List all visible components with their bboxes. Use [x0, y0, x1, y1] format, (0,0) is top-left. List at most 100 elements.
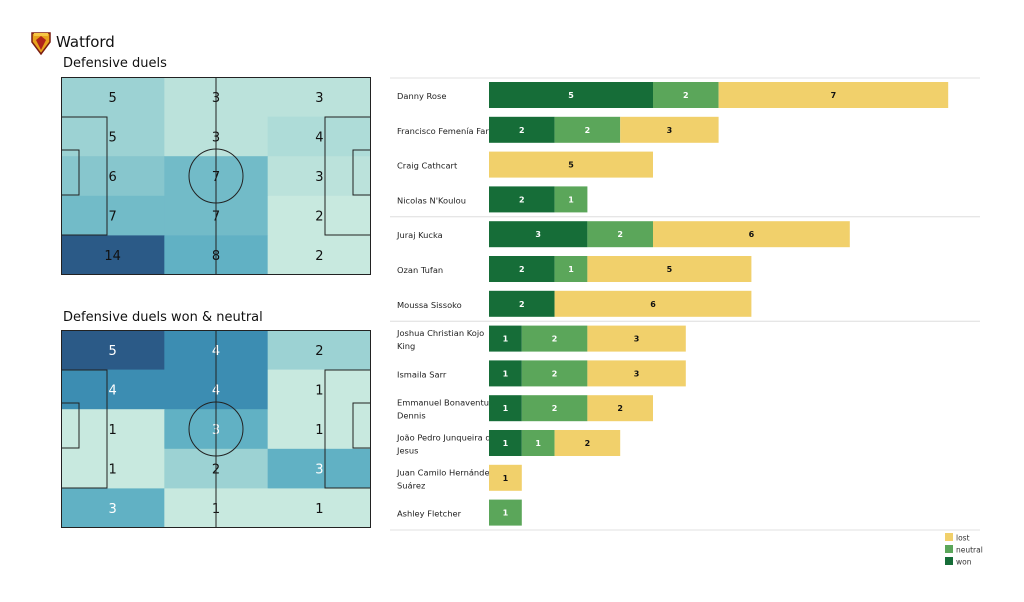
legend-swatch-neutral: [945, 545, 953, 553]
bar-segment-lost: [587, 325, 686, 352]
heatmap-cell: [61, 156, 165, 197]
bar-segment-won: [489, 186, 555, 213]
bar-segment-won: [489, 360, 522, 387]
bar-value-label: 2: [617, 230, 623, 239]
heatmap-cell-value: 1: [315, 383, 323, 398]
heatmap-duels-won-neutral: 5 4 24 4 11 3 11 2 33 1 1: [61, 330, 371, 528]
bar-value-label: 6: [749, 230, 755, 239]
bar-value-label: 1: [503, 474, 509, 483]
bar-value-label: 2: [683, 91, 689, 100]
bar-value-label: 3: [634, 369, 640, 378]
bar-segment-lost: [718, 82, 949, 108]
heatmap-cell-value: 3: [315, 170, 323, 185]
center-circle: [188, 401, 244, 457]
bar-segment-won: [489, 395, 522, 422]
heatmap-cell: [267, 330, 371, 371]
legend-swatch-won: [945, 557, 953, 565]
bar-value-label: 1: [503, 439, 509, 448]
watford-crest-logo: [31, 32, 51, 56]
legend-swatch-lost: [945, 533, 953, 541]
bar-segment-neutral: [554, 116, 621, 143]
bar-value-label: 2: [585, 439, 591, 448]
heatmap-cell-value: 4: [315, 130, 323, 145]
bar-segment-won: [489, 290, 555, 317]
bar-value-label: 1: [568, 195, 574, 204]
player-name-label: Nicolas N'Koulou: [397, 195, 466, 205]
bar-segment-won: [489, 221, 588, 248]
player-name-label: Craig Cathcart: [397, 161, 458, 171]
heatmap-cell: [267, 448, 371, 489]
player-name-line: Nicolas N'Koulou: [397, 195, 466, 205]
left-penalty-box: [61, 369, 108, 489]
player-name-label: Emmanuel Bonaventure Dennis: [397, 398, 497, 421]
player-name-line: João Pedro Junqueira de: [396, 433, 496, 443]
bar-value-label: 1: [568, 265, 574, 274]
bar-value-label: 2: [585, 126, 591, 135]
heatmap-cell-value: 1: [109, 463, 117, 478]
heatmap-cell: [61, 77, 165, 118]
heatmap-cell: [267, 235, 371, 275]
bar-segment-won: [489, 116, 555, 143]
heatmap-cell-value: 3: [315, 91, 323, 106]
heatmap-cell: [267, 488, 371, 528]
heatmap-cell: [61, 488, 165, 528]
player-name-line: Ismaila Sarr: [397, 369, 447, 379]
heatmap-cell-value: 1: [315, 423, 323, 438]
heatmap-cell: [61, 235, 165, 275]
bar-segment-neutral: [521, 395, 588, 422]
legend-label-lost: lost: [956, 534, 970, 543]
heatmap-cell-value: 3: [109, 502, 117, 517]
heatmap-cell: [267, 77, 371, 118]
bar-value-label: 1: [503, 509, 509, 518]
bar-segment-lost: [587, 360, 686, 387]
bar-value-label: 2: [519, 195, 525, 204]
player-name-line: Francisco Femenía Far: [397, 126, 489, 136]
player-name-label: Moussa Sissoko: [397, 300, 462, 310]
bar-value-label: 3: [535, 230, 541, 239]
bar-segment-neutral: [521, 360, 588, 387]
heatmap-cell-value: 5: [109, 91, 117, 106]
heatmap-cell-value: 4: [109, 383, 117, 398]
bar-value-label: 1: [503, 404, 509, 413]
bar-segment-won: [489, 82, 653, 108]
heatmap-cell-value: 5: [109, 344, 117, 359]
bar-value-label: 5: [568, 91, 574, 100]
bar-segment-neutral: [653, 82, 719, 108]
player-name-line: King: [397, 341, 415, 351]
legend-label-neutral: neutral: [956, 546, 983, 555]
bar-segment-lost: [620, 116, 719, 143]
center-circle: [188, 148, 244, 204]
player-name-label: Juan Camilo Hernández Suárez: [396, 467, 494, 490]
heatmap-title-won-neutral: Defensive duels won & neutral: [63, 310, 263, 325]
bar-value-label: 3: [667, 126, 673, 135]
bar-value-label: 2: [519, 300, 525, 309]
bar-segment-neutral: [554, 186, 588, 213]
player-name-line: Ozan Tufan: [397, 265, 443, 275]
player-name-label: Juraj Kucka: [396, 230, 443, 240]
player-name-line: Juraj Kucka: [396, 230, 443, 240]
heatmap-cell-value: 3: [315, 463, 323, 478]
left-six-yard-box: [61, 149, 80, 196]
bar-segment-won: [489, 325, 522, 352]
heatmap-cell: [61, 330, 165, 371]
player-name-line: Joshua Christian Kojo: [396, 328, 484, 338]
player-name-line: Jesus: [396, 446, 418, 456]
heatmap-cell-value: 2: [315, 249, 323, 264]
bar-segment-won: [489, 256, 555, 282]
bar-segment-lost: [587, 256, 752, 282]
heatmap-cell: [61, 195, 165, 236]
heatmap-cell-value: 5: [109, 130, 117, 145]
player-name-line: Moussa Sissoko: [397, 300, 462, 310]
right-six-yard-box: [352, 149, 371, 196]
heatmap-cell-value: 2: [315, 344, 323, 359]
team-name: Watford: [56, 33, 115, 51]
bar-value-label: 6: [650, 300, 656, 309]
player-name-line: Craig Cathcart: [397, 161, 458, 171]
player-name-label: João Pedro Junqueira de Jesus: [396, 433, 496, 456]
player-name-label: Ismaila Sarr: [397, 369, 447, 379]
heatmap-cell-value: 1: [315, 502, 323, 517]
heatmap-title-duels: Defensive duels: [63, 56, 167, 71]
legend-label-won: won: [956, 558, 972, 567]
bar-value-label: 5: [667, 265, 673, 274]
bar-value-label: 2: [519, 126, 525, 135]
